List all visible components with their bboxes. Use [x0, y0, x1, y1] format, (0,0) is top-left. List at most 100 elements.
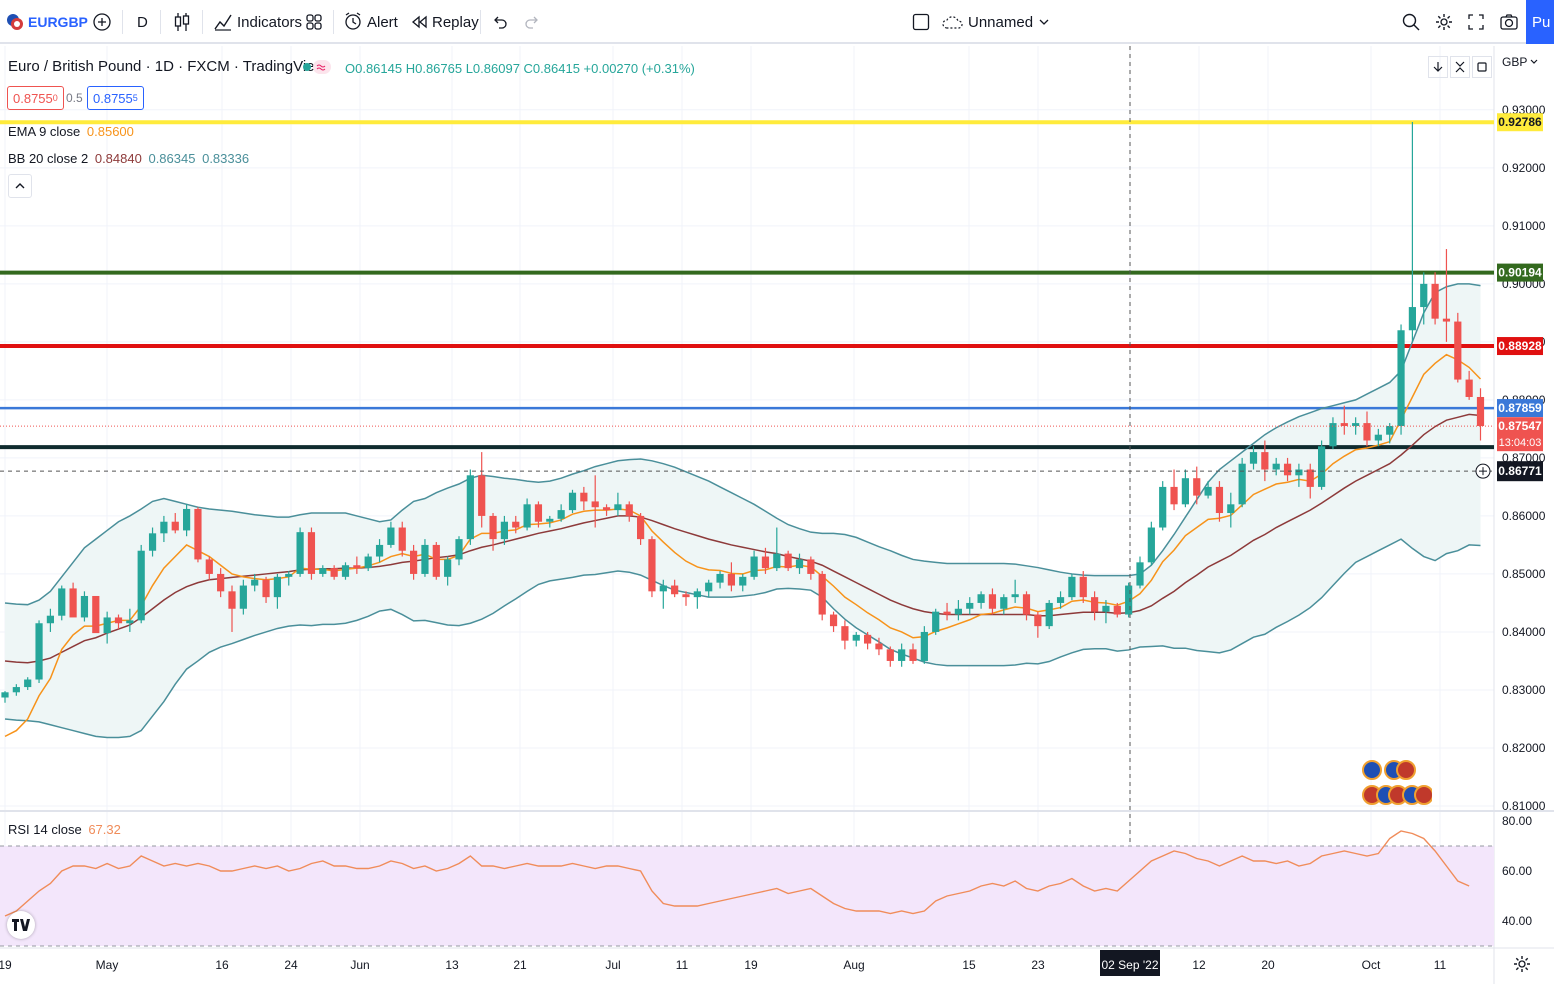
- price-tick-label: 0.91000: [1502, 219, 1546, 233]
- candle: [1295, 463, 1303, 487]
- candle-body: [1476, 396, 1485, 426]
- candle: [126, 608, 134, 632]
- layout-checkbox[interactable]: [912, 0, 930, 44]
- candle-body: [1, 692, 9, 698]
- candle-body: [296, 532, 304, 574]
- candle-body: [500, 521, 508, 540]
- candle: [148, 527, 157, 557]
- candle: [693, 588, 701, 609]
- price-chart[interactable]: 0.930000.920000.910000.900000.890000.880…: [0, 46, 1554, 984]
- chart-type-button[interactable]: [172, 0, 192, 44]
- candle: [103, 611, 111, 644]
- candle: [364, 553, 372, 572]
- candle-body: [1386, 425, 1394, 435]
- price-tag-green: 0.90194: [1497, 263, 1543, 282]
- maximize-icon: [1477, 62, 1487, 72]
- crosshair-date-label: 02 Sep '22: [1101, 958, 1158, 972]
- candle: [1420, 272, 1428, 325]
- undo-button[interactable]: [491, 0, 509, 44]
- indicators-icon: [214, 14, 232, 31]
- candle-body: [807, 559, 815, 574]
- candle-body: [557, 510, 565, 519]
- fullscreen-button[interactable]: [1467, 0, 1485, 44]
- rsi-value: 67.32: [88, 822, 121, 837]
- symbol-label: EURGBP: [28, 14, 88, 30]
- candle: [375, 539, 384, 563]
- indicators-button[interactable]: Indicators: [213, 0, 302, 44]
- candle: [523, 498, 531, 531]
- candle-body: [46, 615, 54, 624]
- interval-button[interactable]: D: [137, 0, 148, 44]
- settings-button[interactable]: [1434, 0, 1454, 44]
- candle-body: [602, 507, 611, 511]
- candle-body: [1181, 478, 1189, 505]
- buy-price-button[interactable]: 0.8755 5: [87, 86, 144, 110]
- candle: [557, 504, 565, 522]
- maximize-pane-button[interactable]: [1472, 56, 1492, 78]
- candle: [319, 565, 327, 577]
- time-tick-label: 11: [1434, 958, 1447, 972]
- candle-body: [307, 532, 316, 574]
- candle-body: [614, 504, 622, 511]
- candle: [500, 515, 508, 545]
- publish-button[interactable]: Pu: [1526, 0, 1554, 44]
- candle: [205, 556, 213, 580]
- layout-name-button[interactable]: Unnamed: [942, 0, 1051, 44]
- candle-body: [761, 556, 770, 569]
- candle-body: [546, 518, 554, 522]
- redo-button[interactable]: [523, 0, 541, 44]
- templates-button[interactable]: [304, 0, 324, 44]
- rsi-label: RSI 14 close: [8, 822, 82, 837]
- collapse-legend-button[interactable]: [8, 174, 32, 198]
- candle-body: [829, 614, 838, 627]
- chart-settings-button[interactable]: [1512, 954, 1532, 979]
- candle: [1147, 521, 1155, 566]
- bb-legend[interactable]: BB 20 close 2 0.84840 0.86345 0.83336: [8, 151, 249, 166]
- tradingview-logo[interactable]: [7, 911, 35, 939]
- price-tag-yellow: 0.92786: [1497, 113, 1543, 132]
- crosshair-price-label: 0.86771: [1498, 464, 1542, 478]
- layout-name-label: Unnamed: [968, 13, 1034, 31]
- snapshot-button[interactable]: [1499, 0, 1519, 44]
- candle-body: [693, 591, 701, 598]
- compare-symbol-button[interactable]: [92, 0, 112, 44]
- candle-body: [920, 631, 928, 661]
- candle-body: [58, 588, 66, 616]
- interval-label: D: [137, 13, 148, 31]
- candle-body: [943, 611, 951, 615]
- ema-legend[interactable]: EMA 9 close 0.85600: [8, 124, 134, 139]
- currency-selector[interactable]: GBP: [1502, 55, 1538, 69]
- economic-events[interactable]: [1362, 758, 1434, 815]
- horizontal-lines: [0, 120, 1494, 450]
- legend-icons[interactable]: [300, 58, 334, 79]
- rsi-legend[interactable]: RSI 14 close 67.32: [8, 822, 121, 837]
- candle-body: [455, 539, 463, 560]
- price-tick-label: 0.85000: [1502, 567, 1546, 581]
- search-button[interactable]: [1401, 0, 1421, 44]
- candle-body: [1465, 379, 1473, 397]
- candle: [432, 542, 440, 580]
- candle: [727, 562, 735, 592]
- alert-button[interactable]: Alert: [343, 0, 398, 44]
- candle: [1091, 591, 1099, 621]
- candle-body: [909, 649, 917, 661]
- candle-body: [1454, 321, 1462, 380]
- move-pane-down-button[interactable]: [1428, 56, 1448, 78]
- candle: [171, 513, 179, 534]
- candle-body: [1442, 318, 1451, 322]
- symbol-search[interactable]: EURGBP: [6, 0, 88, 44]
- candle-body: [977, 594, 985, 603]
- bollinger-band-fill: [5, 283, 1481, 738]
- candle-body: [1318, 446, 1326, 487]
- replay-button[interactable]: Replay: [410, 0, 479, 44]
- price-tag-bg: [1497, 263, 1543, 282]
- time-tick-label: 11: [676, 958, 689, 972]
- candle-body: [375, 544, 384, 557]
- collapse-pane-button[interactable]: [1450, 56, 1470, 78]
- candle-body: [534, 504, 543, 522]
- sell-price-button[interactable]: 0.8755 0: [7, 86, 64, 110]
- candle-body: [183, 508, 191, 531]
- candle: [943, 602, 951, 621]
- candle: [954, 600, 962, 621]
- candle-body: [1272, 463, 1280, 470]
